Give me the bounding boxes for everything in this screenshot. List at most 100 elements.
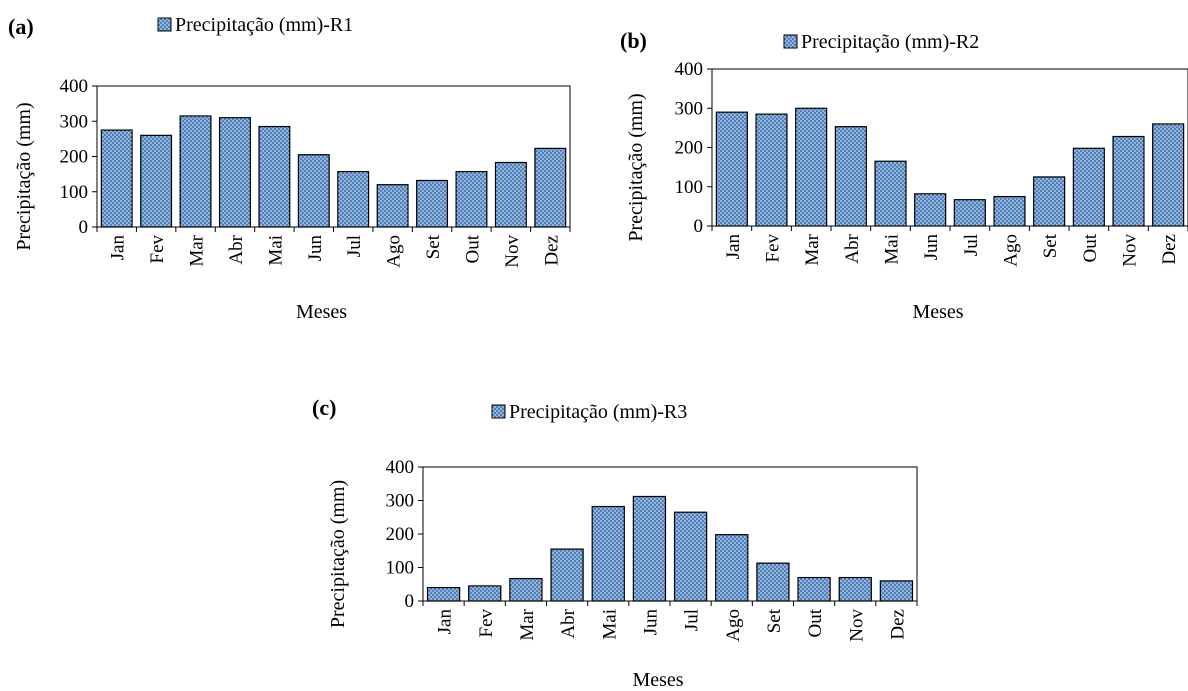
x-tick-label: Fev <box>763 234 784 263</box>
panel-label: (a) <box>8 14 34 39</box>
x-tick-label: Set <box>423 234 444 259</box>
x-axis-title: Meses <box>296 301 347 323</box>
chart-panel-a: (a) Precipitação (mm)-R1 0 100 200 300 400 Prec… <box>8 14 571 323</box>
y-tick-label: 100 <box>675 177 704 198</box>
x-axis-title: Meses <box>632 669 683 691</box>
x-tick-label: Dez <box>541 235 562 266</box>
y-axis-title: Precipitação (mm) <box>625 93 647 241</box>
x-tick-label: Jan <box>435 609 456 635</box>
bar <box>673 511 708 602</box>
y-axis-title: Precipitação (mm) <box>327 480 349 628</box>
legend-swatch <box>491 404 506 419</box>
legend-swatch <box>157 17 172 32</box>
bar <box>755 113 788 227</box>
x-tick-label: Nov <box>846 609 867 642</box>
x-tick-label: Abr <box>842 233 863 263</box>
x-tick-label: Out <box>805 608 826 637</box>
chart-panel-c: (c) Precipitação (mm)-R3 0 100 200 300 400 Prec… <box>312 395 918 691</box>
bar <box>795 107 828 227</box>
x-tick-label: Jul <box>961 234 982 256</box>
bar <box>534 147 567 228</box>
bar <box>1033 176 1066 227</box>
bar <box>993 195 1026 227</box>
chart-panel-b: (b) Precipitação (mm)-R2 0 100 200 300 400 Prec… <box>620 28 1188 323</box>
x-tick-label: Jun <box>640 609 661 636</box>
y-tick-label: 400 <box>60 76 89 97</box>
x-tick-label: Fev <box>147 235 168 264</box>
x-tick-label: Ago <box>723 609 744 642</box>
x-tick-label: Abr <box>558 608 579 638</box>
legend-swatch <box>783 34 798 49</box>
bar <box>376 184 409 228</box>
bar <box>797 576 831 602</box>
bar <box>337 171 370 228</box>
bar <box>874 160 907 227</box>
x-tick-label: Mai <box>599 609 620 640</box>
x-tick-label: Set <box>1040 233 1061 258</box>
x-tick-label: Mar <box>517 608 538 640</box>
bar <box>218 117 251 228</box>
y-tick-label: 0 <box>405 591 415 612</box>
y-tick-label: 400 <box>386 457 415 478</box>
x-tick-label: Mar <box>187 234 208 266</box>
y-tick-label: 400 <box>675 59 704 80</box>
bar <box>914 193 947 227</box>
x-tick-label: Mai <box>265 235 286 266</box>
bar <box>550 548 584 602</box>
bar <box>715 534 749 602</box>
x-tick-label: Jul <box>344 235 365 257</box>
bar <box>297 154 330 228</box>
x-tick-label: Nov <box>1120 234 1141 267</box>
y-tick-label: 200 <box>386 524 415 545</box>
bar <box>1112 135 1145 227</box>
x-axis-title: Meses <box>912 301 963 323</box>
bar <box>258 125 291 228</box>
legend-label: Precipitação (mm)-R3 <box>509 401 687 423</box>
y-tick-label: 300 <box>60 111 89 132</box>
bar <box>591 505 625 602</box>
bar <box>494 161 527 228</box>
bar <box>953 199 986 227</box>
x-tick-label: Abr <box>226 234 247 264</box>
x-tick-label: Jul <box>682 609 703 631</box>
x-tick-label: Jan <box>108 235 129 261</box>
bar <box>1152 123 1185 227</box>
bar <box>756 562 790 602</box>
x-tick-label: Mai <box>882 234 903 265</box>
bar <box>509 577 543 602</box>
x-tick-label: Out <box>1080 233 1101 262</box>
bar <box>455 171 488 228</box>
y-tick-label: 300 <box>675 98 704 119</box>
y-tick-label: 0 <box>694 216 704 237</box>
bar <box>468 585 502 602</box>
legend-label: Precipitação (mm)-R1 <box>175 14 353 36</box>
y-axis-title: Precipitação (mm) <box>13 102 35 250</box>
bar <box>140 134 173 228</box>
bar <box>715 111 748 227</box>
bar <box>416 179 449 228</box>
y-tick-label: 300 <box>386 491 415 512</box>
bar <box>834 126 867 227</box>
x-tick-label: Jan <box>723 234 744 260</box>
bar <box>1072 147 1105 227</box>
y-tick-label: 100 <box>60 182 89 203</box>
x-tick-label: Out <box>462 234 483 263</box>
x-tick-label: Ago <box>1001 234 1022 267</box>
bar <box>632 495 667 602</box>
bar <box>838 576 872 602</box>
y-tick-label: 200 <box>675 138 704 159</box>
y-tick-label: 0 <box>79 217 89 238</box>
y-tick-label: 200 <box>60 147 89 168</box>
panel-label: (c) <box>312 395 336 420</box>
bar <box>179 115 212 228</box>
y-tick-label: 100 <box>386 558 415 579</box>
x-tick-label: Dez <box>887 609 908 640</box>
x-tick-label: Jun <box>305 235 326 262</box>
x-tick-label: Fev <box>476 609 497 638</box>
legend-label: Precipitação (mm)-R2 <box>801 31 979 53</box>
x-tick-label: Set <box>764 608 785 633</box>
bar <box>426 586 461 602</box>
bar <box>100 129 133 228</box>
x-tick-label: Nov <box>502 235 523 268</box>
